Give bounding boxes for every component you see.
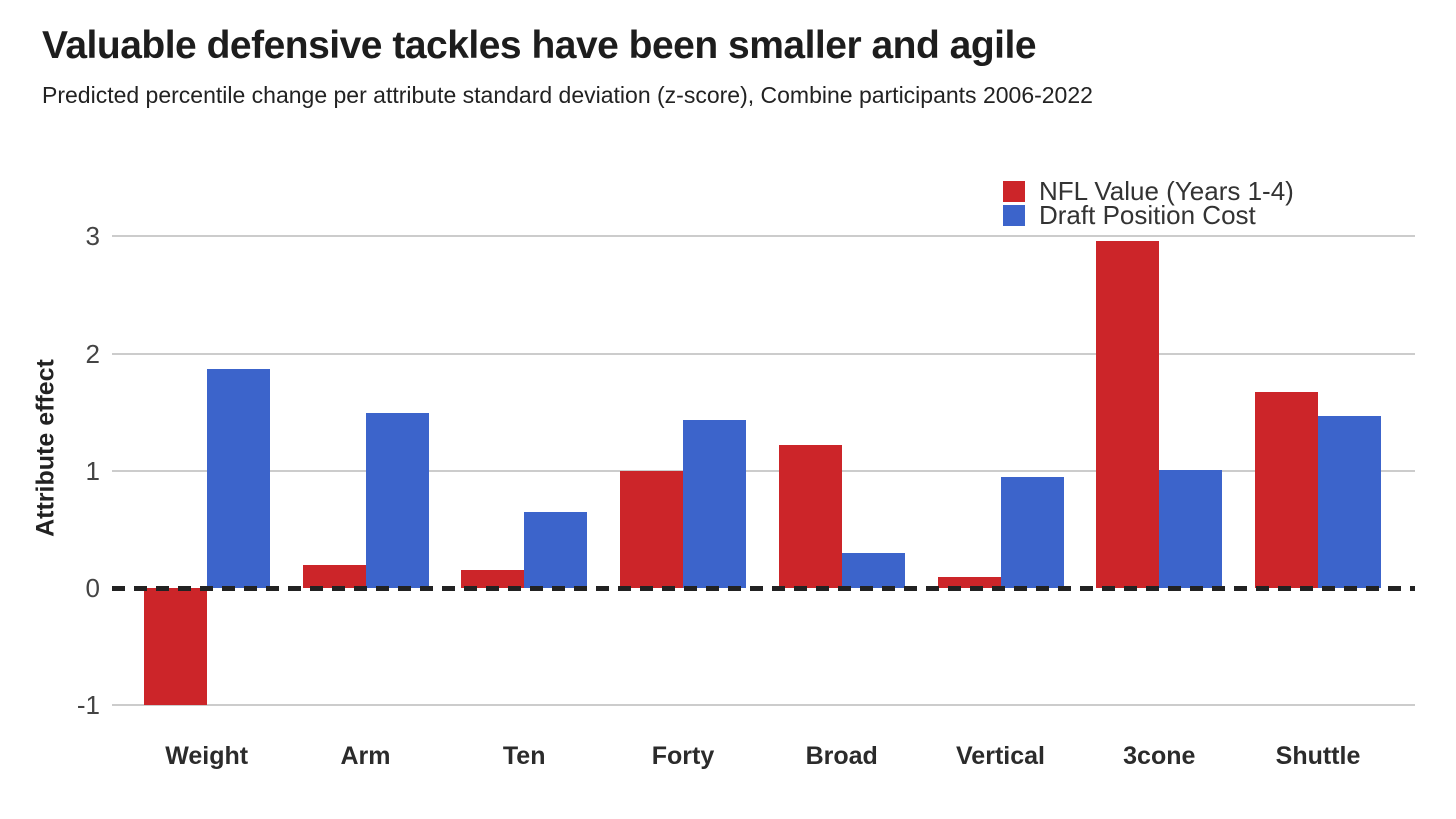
y-axis-title: Attribute effect xyxy=(31,359,60,537)
bar-draft-position-cost-3cone xyxy=(1159,469,1223,588)
bar-nfl-value-years-1-4-forty xyxy=(620,470,683,589)
legend: NFL Value (Years 1-4) Draft Position Cost xyxy=(1003,176,1294,230)
bar-draft-position-cost-arm xyxy=(365,413,429,588)
y-tick-label: 3 xyxy=(85,221,100,252)
chart-title: Valuable defensive tackles have been sma… xyxy=(42,24,1037,67)
legend-swatch-draft-position-cost xyxy=(1003,205,1025,226)
x-tick-label-arm: Arm xyxy=(340,742,391,770)
bar-nfl-value-years-1-4-vertical xyxy=(937,577,1001,588)
x-tick-label-shuttle: Shuttle xyxy=(1275,742,1361,770)
bar-nfl-value-years-1-4-broad xyxy=(778,445,842,588)
bar-draft-position-cost-vertical xyxy=(1000,476,1064,588)
y-tick-label: 2 xyxy=(85,338,100,369)
legend-item-draft-position-cost: Draft Position Cost xyxy=(1003,200,1294,230)
gridline-y3 xyxy=(112,235,1415,238)
bar-nfl-value-years-1-4-weight xyxy=(143,588,207,706)
bar-nfl-value-years-1-4-shuttle xyxy=(1255,392,1318,588)
bar-draft-position-cost-broad xyxy=(841,552,905,588)
zero-baseline xyxy=(112,585,1415,591)
bar-nfl-value-years-1-4-3cone xyxy=(1096,240,1160,588)
x-tick-label-vertical: Vertical xyxy=(956,742,1045,770)
legend-swatch-nfl-value-years-1-4 xyxy=(1003,181,1025,202)
x-tick-label-broad: Broad xyxy=(805,742,878,770)
legend-label-draft-position-cost: Draft Position Cost xyxy=(1039,200,1256,230)
legend-item-nfl-value-years-1-4: NFL Value (Years 1-4) xyxy=(1003,176,1294,206)
chart-subtitle: Predicted percentile change per attribut… xyxy=(42,82,1093,108)
x-tick-label-forty: Forty xyxy=(651,742,715,770)
bar-draft-position-cost-ten xyxy=(524,511,588,588)
bar-draft-position-cost-shuttle xyxy=(1318,415,1381,588)
gridline-y-1 xyxy=(112,704,1415,707)
y-tick-label: 0 xyxy=(85,573,100,603)
x-tick-label-weight: Weight xyxy=(165,742,249,770)
y-tick-label: -1 xyxy=(76,690,100,721)
bar-nfl-value-years-1-4-arm xyxy=(302,564,366,588)
legend-label-nfl-value-years-1-4: NFL Value (Years 1-4) xyxy=(1039,176,1294,206)
bar-draft-position-cost-weight xyxy=(206,368,270,588)
x-tick-label-ten: Ten xyxy=(502,742,546,770)
bar-nfl-value-years-1-4-ten xyxy=(461,570,525,588)
gridline-y1 xyxy=(112,469,1415,472)
gridline-y2 xyxy=(112,352,1415,355)
x-tick-label-3cone: 3cone xyxy=(1123,742,1196,770)
y-tick-label: 1 xyxy=(85,455,100,486)
bar-draft-position-cost-forty xyxy=(683,420,746,588)
